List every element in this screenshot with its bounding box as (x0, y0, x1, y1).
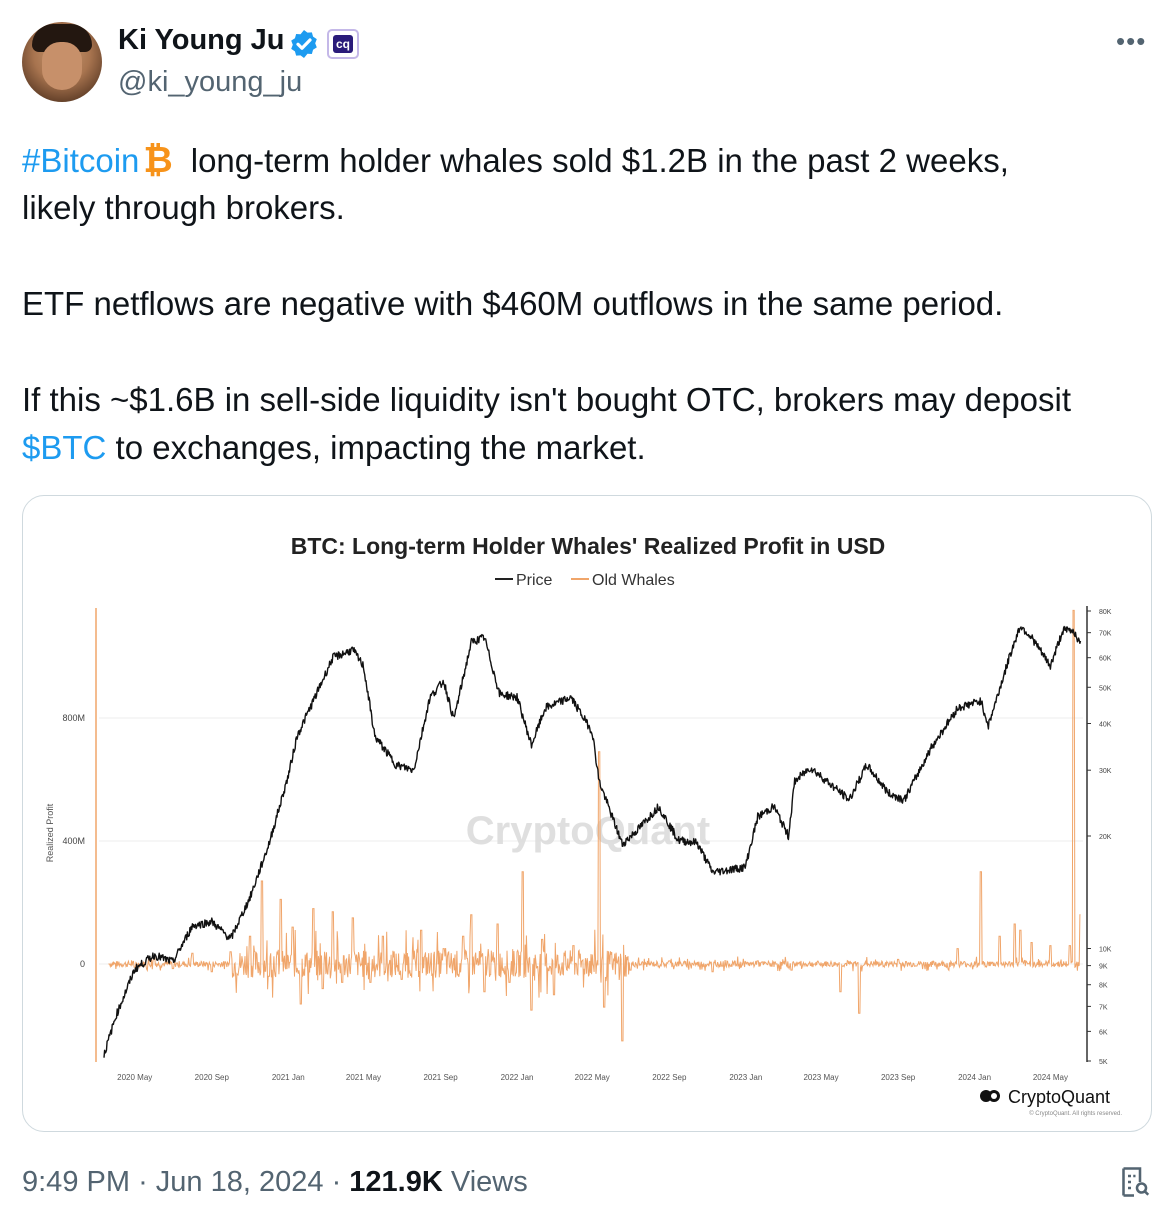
legend-price-label: Price (516, 572, 553, 589)
tweet-line-1-text: long-term holder whales sold $1.2B in th… (190, 142, 1009, 179)
chart-title: BTC: Long-term Holder Whales' Realized P… (291, 533, 886, 559)
brand-name: CryptoQuant (1008, 1087, 1110, 1107)
chart-watermark: CryptoQuant (466, 809, 710, 853)
tweet-time[interactable]: 9:49 PM (22, 1166, 130, 1198)
left-axis: 800M 400M 0 (62, 713, 85, 969)
copyright-text: © CryptoQuant. All rights reserved. (1029, 1110, 1122, 1117)
hashtag-link[interactable]: #Bitcoin (22, 142, 140, 179)
bitcoin-emoji-icon: ₿ (143, 139, 173, 180)
right-tick-label: 60K (1099, 656, 1112, 663)
x-tick-label: 2021 Sep (423, 1073, 458, 1082)
legend-old-whales-label: Old Whales (592, 572, 675, 589)
x-tick-label: 2023 May (803, 1073, 838, 1082)
avatar-face (42, 42, 82, 90)
right-tick-label: 6K (1099, 1029, 1108, 1036)
meta-separator: · (138, 1166, 148, 1198)
x-tick-label: 2022 May (575, 1073, 610, 1082)
right-tick-label: 30K (1099, 768, 1112, 775)
tweet-line-4: If this ~$1.6B in sell-side liquidity is… (22, 381, 1072, 418)
right-tick-label: 10K (1099, 947, 1112, 954)
verified-badge-icon (291, 30, 317, 58)
tweet-line-5-text: to exchanges, impacting the market. (106, 429, 646, 466)
bookmark-icon[interactable] (1116, 1164, 1152, 1200)
x-tick-label: 2022 Jan (501, 1073, 534, 1082)
left-tick-label: 800M (62, 713, 85, 723)
tweet-text: #Bitcoin ₿ long-term holder whales sold $1… (22, 136, 1162, 472)
right-tick-label: 20K (1099, 834, 1112, 841)
cryptoquant-logo-icon (980, 1090, 1000, 1102)
tweet-line-2: likely through brokers. (22, 189, 345, 226)
x-tick-label: 2022 Sep (652, 1073, 687, 1082)
x-tick-label: 2020 May (117, 1073, 152, 1082)
x-tick-label: 2023 Jan (729, 1073, 762, 1082)
chart: BTC: Long-term Holder Whales' Realized P… (45, 533, 1122, 1117)
left-tick-label: 400M (62, 836, 85, 846)
left-tick-label: 0 (80, 959, 85, 969)
series-layer (95, 608, 1082, 1062)
tweet-line-1: #Bitcoin ₿ long-term holder whales sold $1… (22, 136, 1162, 184)
right-axis: 80K 70K 60K 50K 40K 30K 20K 10K 9K 8K 7K 6K 5K (1087, 609, 1112, 1066)
y-axis-title: Realized Profit (45, 803, 55, 862)
cashtag-link[interactable]: $BTC (22, 429, 107, 466)
affiliation-badge-icon[interactable]: cq (327, 29, 359, 59)
right-tick-label: 8K (1099, 983, 1108, 990)
old-whales-series-line (108, 609, 1081, 1042)
chart-image-card[interactable]: BTC: Long-term Holder Whales' Realized P… (22, 495, 1152, 1132)
x-tick-label: 2020 Sep (195, 1073, 230, 1082)
x-tick-label: 2024 Jan (958, 1073, 991, 1082)
avatar[interactable] (22, 22, 102, 102)
x-axis: 2020 May 2020 Sep 2021 Jan 2021 May 2021 Sep… (117, 1073, 1068, 1082)
price-series-line (103, 625, 1082, 1058)
right-tick-label: 7K (1099, 1004, 1108, 1011)
author-handle[interactable]: @ki_young_ju (118, 66, 303, 98)
x-tick-label: 2023 Sep (881, 1073, 916, 1082)
meta-separator: · (331, 1166, 342, 1198)
more-options-icon[interactable]: ••• (1116, 26, 1147, 56)
right-tick-label: 9K (1099, 964, 1108, 971)
views-count: 121.9K (349, 1166, 443, 1198)
views-label: Views (450, 1166, 528, 1198)
right-tick-label: 70K (1099, 631, 1112, 638)
tweet-date[interactable]: Jun 18, 2024 (155, 1166, 324, 1198)
right-tick-label: 50K (1099, 685, 1112, 692)
right-tick-label: 80K (1099, 609, 1112, 616)
tweet-line-5: $BTC to exchanges, impacting the market. (22, 424, 1162, 472)
x-tick-label: 2021 May (346, 1073, 381, 1082)
tweet-line-3: ETF netflows are negative with $460M out… (22, 285, 1004, 322)
right-tick-label: 40K (1099, 722, 1112, 729)
x-tick-label: 2021 Jan (272, 1073, 305, 1082)
x-tick-label: 2024 May (1033, 1073, 1068, 1082)
author-name[interactable]: Ki Young Ju (118, 24, 285, 56)
tweet-meta: 9:49 PM · Jun 18, 2024 · 121.9K Views (22, 1166, 528, 1199)
affiliation-badge-label: cq (333, 35, 353, 53)
right-tick-label: 5K (1099, 1059, 1108, 1066)
